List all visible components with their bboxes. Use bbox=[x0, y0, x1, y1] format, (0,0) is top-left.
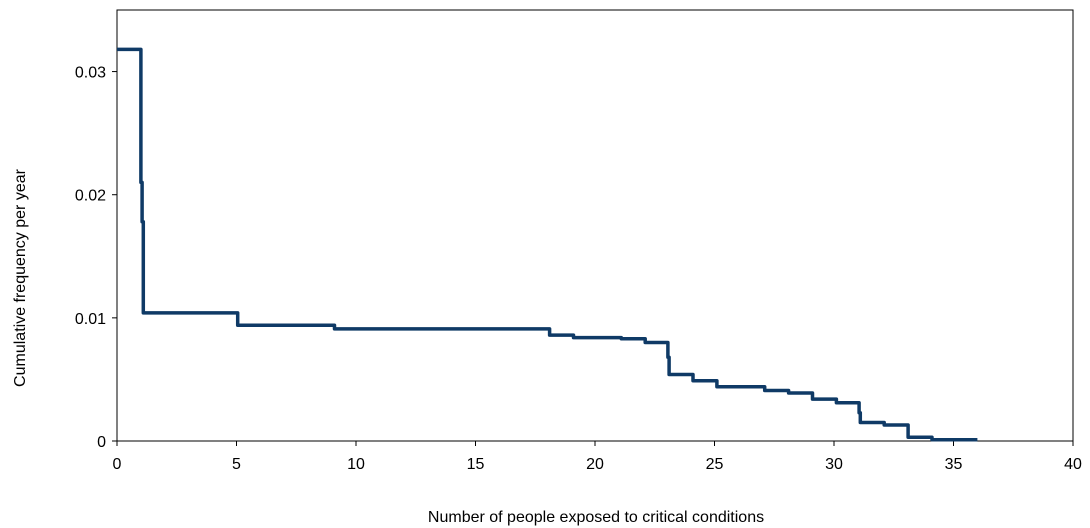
plot-frame bbox=[116, 9, 1074, 442]
x-tick-label: 5 bbox=[232, 456, 241, 473]
x-tick-label: 25 bbox=[706, 456, 724, 473]
series-line bbox=[117, 47, 978, 442]
x-tick-label: 15 bbox=[467, 456, 485, 473]
x-tick-label: 20 bbox=[586, 456, 604, 473]
y-tick-label: 0.03 bbox=[75, 65, 106, 82]
y-tick-label: 0 bbox=[97, 434, 106, 451]
x-tick-label: 35 bbox=[945, 456, 963, 473]
plot-area bbox=[116, 9, 1074, 442]
x-tick-label: 10 bbox=[347, 456, 365, 473]
y-tick-label: 0.01 bbox=[75, 311, 106, 328]
x-tick-label: 0 bbox=[113, 456, 122, 473]
series-layer bbox=[117, 47, 978, 442]
x-axis-title: Number of people exposed to critical con… bbox=[428, 509, 764, 526]
y-axis: 0 0.01 0.02 0.03 bbox=[75, 65, 117, 451]
y-tick-label: 0.02 bbox=[75, 188, 106, 205]
y-axis-title: Cumulative frequency per year bbox=[12, 168, 29, 387]
x-tick-label: 30 bbox=[825, 456, 843, 473]
x-axis: 0 5 10 15 20 25 30 35 40 bbox=[113, 441, 1082, 473]
x-tick-label: 40 bbox=[1064, 456, 1082, 473]
